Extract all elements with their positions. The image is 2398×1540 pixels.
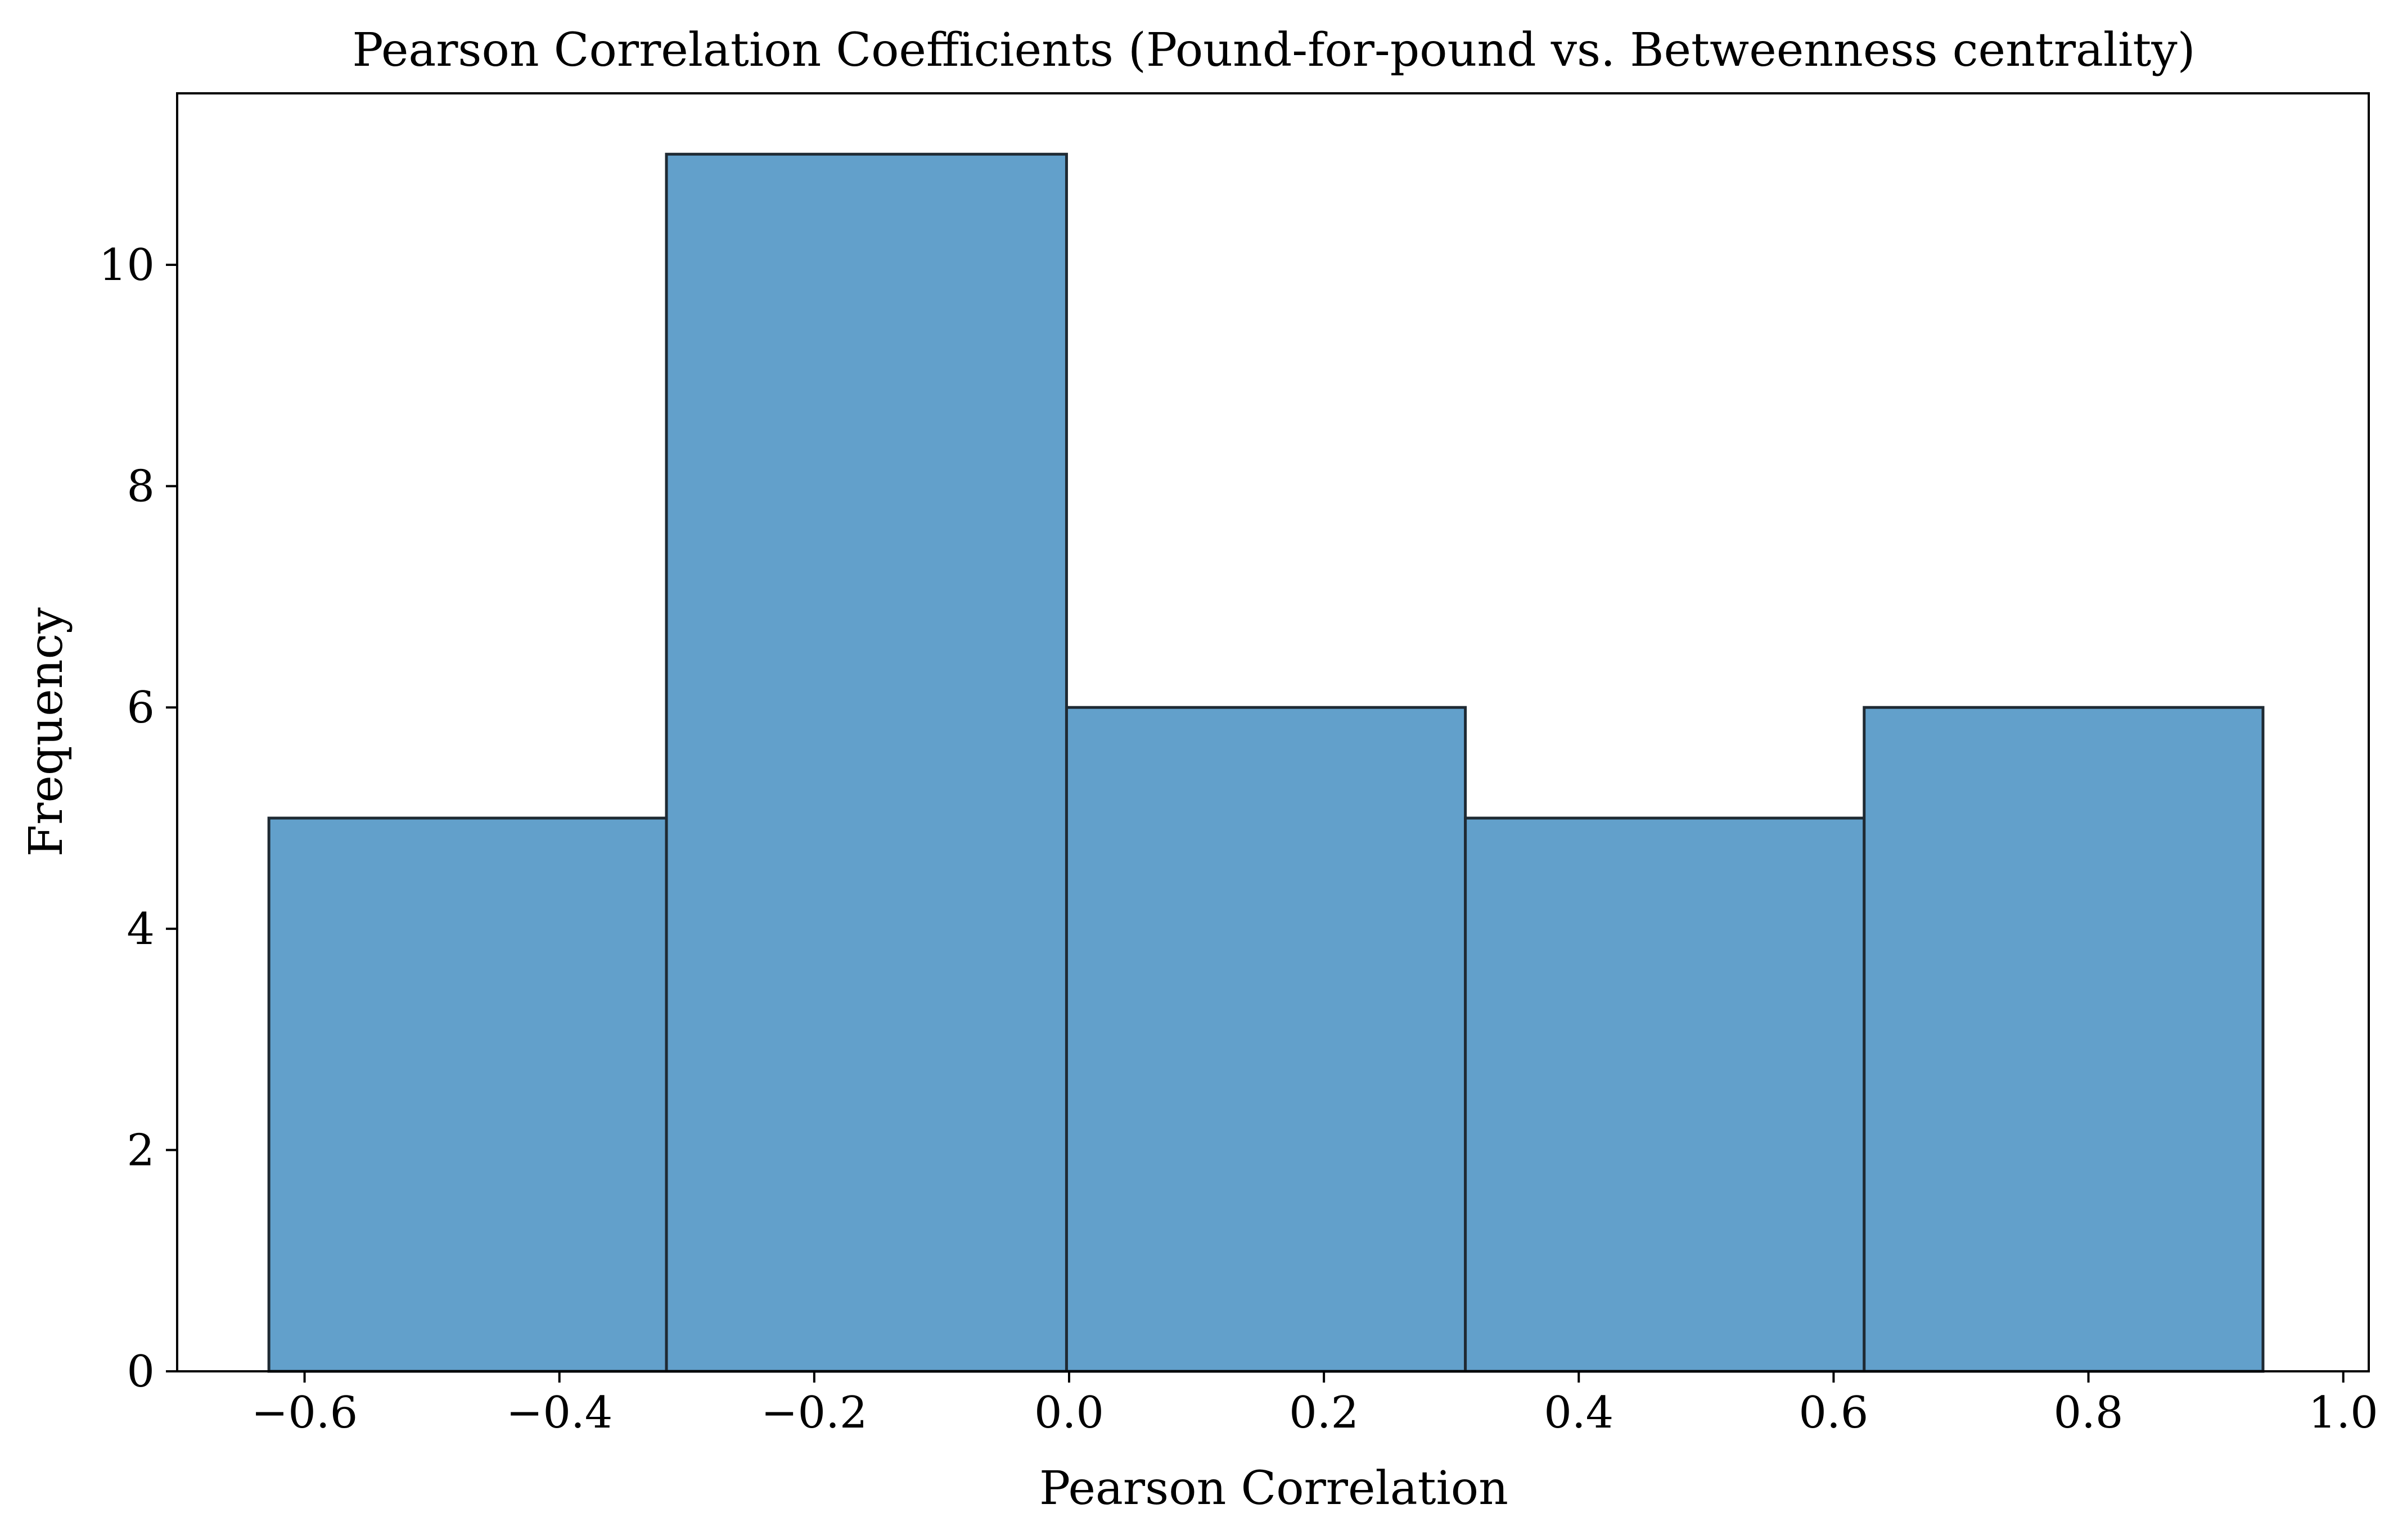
ticks-layer: −0.6 −0.4 −0.2 0.0 0.2 0.4 0.6 0.8 1.0 0 2 4 6 8 10 <box>99 240 2378 1438</box>
y-tick-label: 10 <box>99 240 155 291</box>
x-axis-label: Pearson Correlation <box>1039 1462 1508 1515</box>
x-tick-label: −0.6 <box>251 1388 358 1438</box>
x-tick-label: 0.0 <box>1034 1388 1104 1438</box>
histogram-bar <box>1863 706 2265 1373</box>
plot-area-frame <box>176 92 2370 1372</box>
x-tick-label: 0.2 <box>1289 1388 1359 1438</box>
x-tick-label: 0.8 <box>2054 1388 2124 1438</box>
x-tick-label: 0.4 <box>1544 1388 1613 1438</box>
y-tick-label: 6 <box>127 683 155 733</box>
histogram-bar <box>1065 706 1467 1373</box>
x-tick-label: 0.6 <box>1799 1388 1868 1438</box>
chart-title: Pearson Correlation Coefficients (Pound-… <box>352 24 2195 77</box>
bars-layer <box>267 152 2265 1373</box>
y-tick-label: 4 <box>127 904 155 955</box>
y-tick-label: 2 <box>127 1125 155 1176</box>
y-axis-label: Frequency <box>20 607 73 857</box>
y-tick-label: 0 <box>127 1347 155 1397</box>
histogram-bar <box>665 152 1068 1373</box>
histogram-bar <box>1464 816 1866 1373</box>
x-tick-label: −0.4 <box>506 1388 612 1438</box>
x-tick-label: 1.0 <box>2309 1388 2378 1438</box>
histogram-bar <box>267 816 668 1373</box>
x-tick-label: −0.2 <box>761 1388 867 1438</box>
y-tick-label: 8 <box>127 462 155 512</box>
